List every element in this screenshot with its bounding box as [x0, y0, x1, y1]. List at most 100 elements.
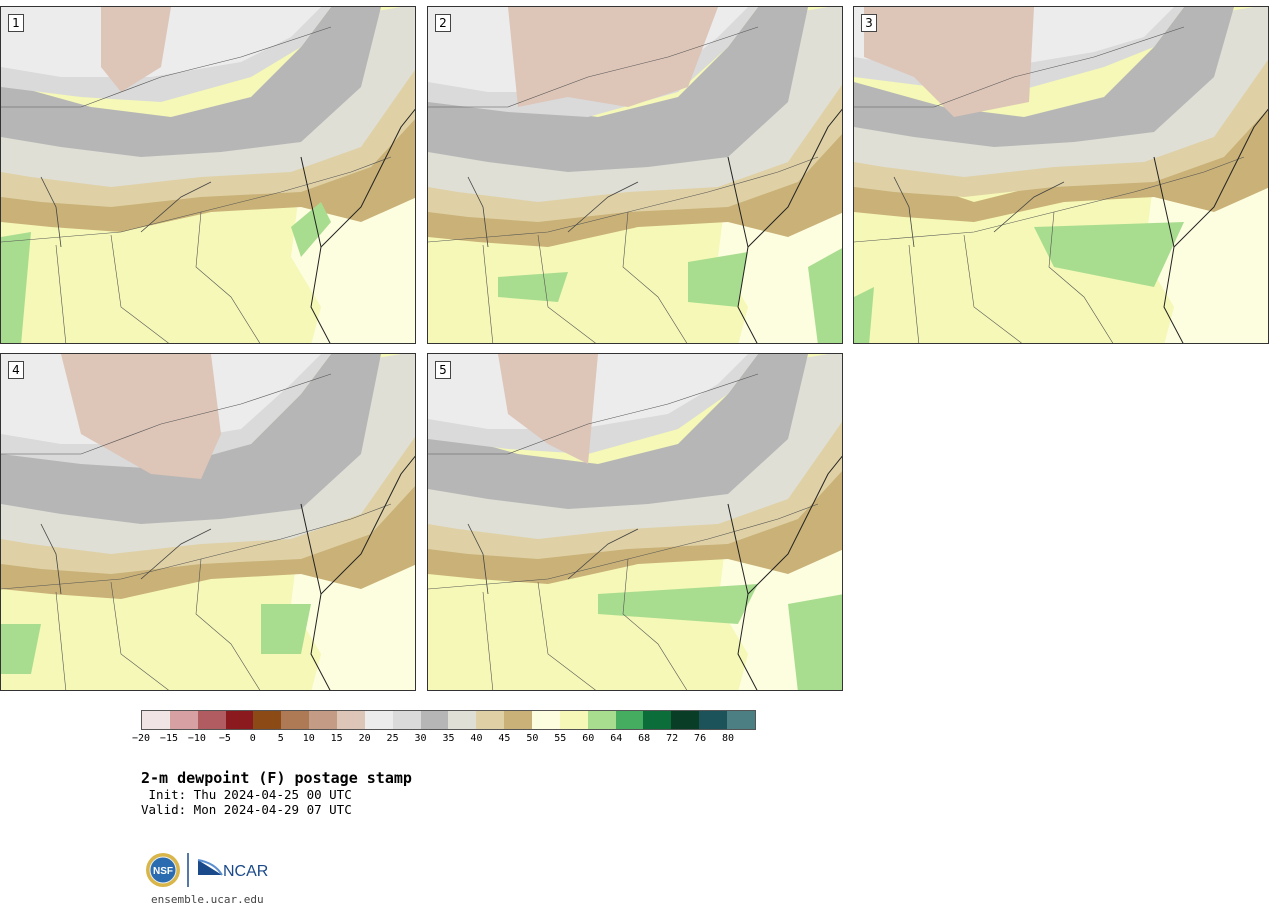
colorbar-swatch: [699, 711, 728, 729]
coastline: [1153, 156, 1184, 343]
coastline: [320, 108, 415, 248]
dewpoint-60-64: [598, 584, 758, 624]
coastline: [727, 156, 758, 343]
lake-shoreline: [893, 176, 915, 248]
dewpoint-15-20: [508, 7, 718, 107]
dewpoint-60-64: [291, 202, 331, 257]
colorbar-tick: 25: [386, 733, 399, 744]
state-boundary: [854, 156, 1245, 243]
state-boundary: [622, 558, 688, 690]
dewpoint-45-50: [854, 47, 1268, 222]
state-boundary: [55, 244, 67, 343]
colorbar-tick: 0: [249, 733, 256, 744]
ensemble-member-panel-1: 1: [0, 6, 416, 344]
lake-shoreline: [567, 181, 639, 233]
state-boundary: [110, 581, 169, 690]
dewpoint-30-35: [1, 7, 381, 157]
state-boundary: [1, 503, 392, 590]
coastline: [747, 108, 842, 248]
member-number-label: 3: [861, 14, 877, 32]
colorbar-tick: −15: [159, 733, 178, 744]
colorbar-tick: 60: [582, 733, 595, 744]
country-boundary: [854, 26, 1185, 108]
dewpoint-60-64: [854, 287, 874, 343]
colorbar-swatch: [532, 711, 560, 729]
colorbar-swatch: [448, 711, 477, 729]
state-boundary: [195, 558, 261, 690]
state-boundary: [55, 591, 67, 690]
dewpoint-15-20: [101, 7, 171, 92]
state-boundary: [428, 156, 819, 243]
dewpoint-map-1: [1, 7, 415, 343]
dewpoint-60-64: [788, 594, 842, 690]
lake-shoreline: [40, 523, 62, 595]
colorbar-swatch: [309, 711, 338, 729]
colorbar-tick: 64: [610, 733, 623, 744]
state-boundary: [622, 211, 688, 343]
coastline: [727, 503, 758, 690]
member-number-label: 2: [435, 14, 451, 32]
state-boundary: [1, 156, 392, 243]
state-boundary: [963, 234, 1022, 343]
colorbar-swatch: [420, 711, 449, 729]
country-boundary: [1, 26, 332, 108]
lake-shoreline: [40, 176, 62, 248]
colorbar-tick: −10: [187, 733, 206, 744]
colorbar-tick: −20: [131, 733, 151, 744]
dewpoint-map-5: [428, 354, 842, 690]
colorbar-tick: −5: [218, 733, 231, 744]
colorbar-swatch: [392, 711, 421, 729]
svg-text:NCAR: NCAR: [223, 863, 268, 880]
colorbar-tick: 50: [526, 733, 539, 744]
state-boundary: [1048, 211, 1114, 343]
figure-title: 2-m dewpoint (F) postage stamp: [141, 769, 412, 787]
colorbar-swatch: [671, 711, 700, 729]
colorbar-swatch: [197, 711, 226, 729]
dewpoint-60-64: [1, 624, 41, 674]
svg-text:NSF: NSF: [153, 866, 173, 877]
coastline: [320, 455, 415, 595]
valid-time: Valid: Mon 2024-04-29 07 UTC: [141, 802, 352, 817]
state-boundary: [110, 234, 169, 343]
sponsor-logos: NSF NCAR: [145, 851, 275, 891]
country-boundary: [428, 373, 759, 455]
dewpoint-30-35: [428, 7, 808, 172]
ensemble-member-panel-5: 5: [427, 353, 843, 691]
state-boundary: [482, 591, 494, 690]
colorbar: [141, 710, 756, 730]
init-time: Init: Thu 2024-04-25 00 UTC: [141, 787, 352, 802]
colorbar-swatch: [587, 711, 616, 729]
dewpoint-map-4: [1, 354, 415, 690]
state-boundary: [195, 211, 261, 343]
colorbar-tick: 55: [554, 733, 567, 744]
colorbar-swatch: [281, 711, 310, 729]
dewpoint-15-20: [864, 7, 1034, 117]
colorbar-swatch: [142, 711, 170, 729]
colorbar-tick: 30: [414, 733, 427, 744]
colorbar-swatch: [364, 711, 393, 729]
state-boundary: [537, 581, 596, 690]
dewpoint-30-35: [1, 354, 381, 524]
dewpoint-map-3: [854, 7, 1268, 343]
colorbar-tick: 10: [302, 733, 315, 744]
colorbar-tick: 35: [442, 733, 455, 744]
colorbar-tick: 5: [277, 733, 284, 744]
colorbar-swatch: [225, 711, 254, 729]
colorbar-swatch: [615, 711, 644, 729]
dewpoint-30-35: [428, 354, 808, 509]
country-boundary: [1, 373, 332, 455]
member-number-label: 5: [435, 361, 451, 379]
coastline: [300, 503, 331, 690]
dewpoint-map-2: [428, 7, 842, 343]
colorbar-tick-labels: −20 −15 −10 −5 0 5 10 15 20 25 30 35 40 45 50 55 60 64 68 7…: [132, 733, 756, 747]
colorbar-swatch: [337, 711, 365, 729]
dewpoint-60-64: [261, 604, 311, 654]
state-boundary: [482, 244, 494, 343]
lake-shoreline: [567, 528, 639, 580]
member-number-label: 4: [8, 361, 24, 379]
state-boundary: [537, 234, 596, 343]
colorbar-tick: 45: [498, 733, 511, 744]
ensemble-member-panel-4: 4: [0, 353, 416, 691]
dewpoint-15-20: [498, 354, 598, 464]
lake-shoreline: [993, 181, 1065, 233]
